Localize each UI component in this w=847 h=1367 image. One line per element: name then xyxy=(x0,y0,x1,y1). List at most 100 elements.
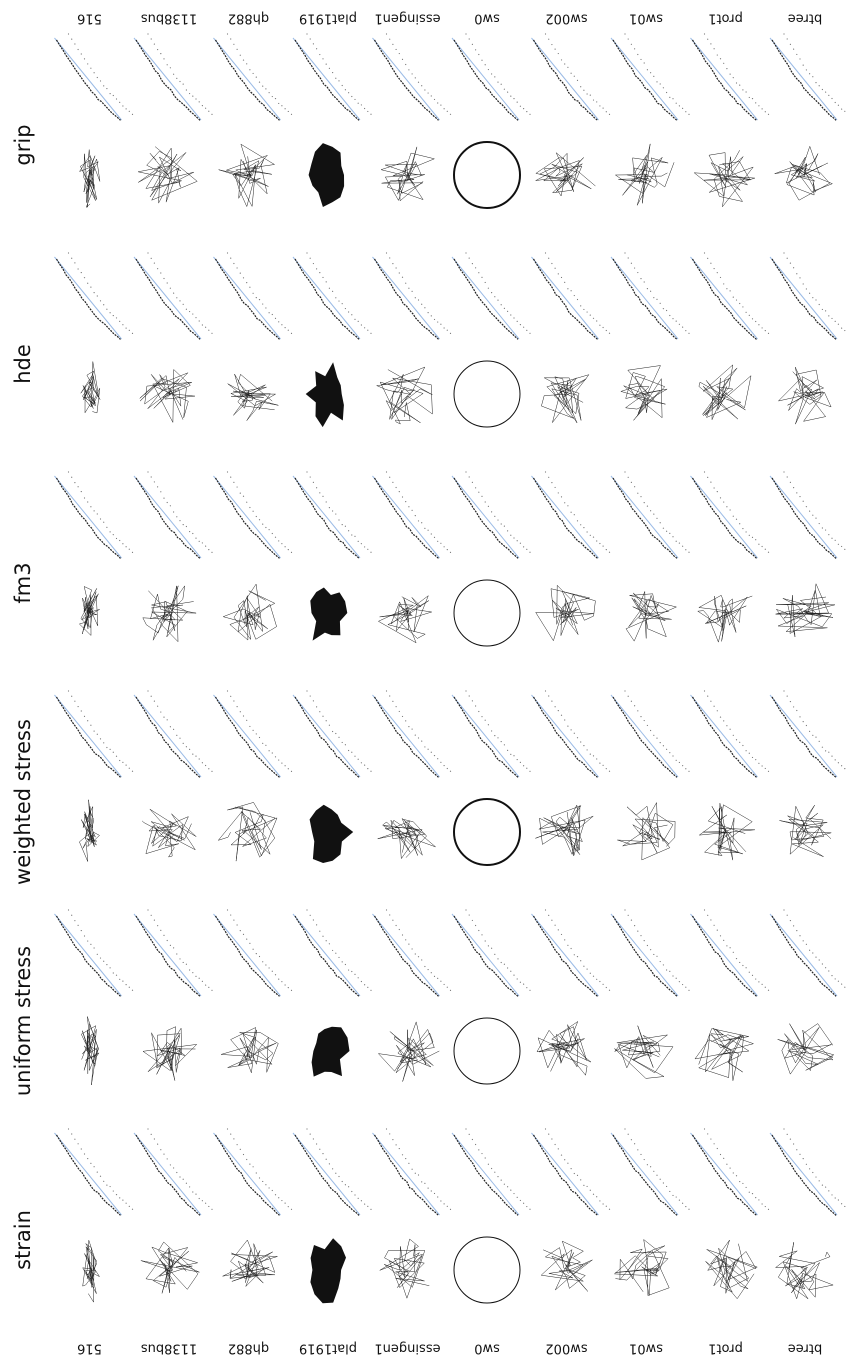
plot-dot xyxy=(497,81,498,82)
plot-dot xyxy=(485,1157,486,1158)
plot-dot xyxy=(656,738,657,739)
plot-dot xyxy=(192,972,193,973)
plot-dot xyxy=(676,760,677,761)
cell xyxy=(532,909,611,1075)
layout xyxy=(776,1242,834,1299)
plot-dot xyxy=(291,990,292,991)
plot-dot xyxy=(723,63,724,64)
plot-dot xyxy=(306,909,307,910)
plot-dot xyxy=(812,735,813,736)
plot-dot xyxy=(157,49,158,50)
plot-dot xyxy=(628,38,629,39)
plot-dot xyxy=(704,909,705,910)
plot-dot xyxy=(510,971,511,972)
plot-dot xyxy=(653,513,654,514)
plot-dot xyxy=(272,1190,273,1191)
plot-dot xyxy=(520,762,521,763)
plot-dot xyxy=(97,513,98,514)
plot-dot xyxy=(313,43,314,44)
plot-dot xyxy=(256,1172,257,1173)
layout xyxy=(140,370,195,423)
plot-dot xyxy=(707,39,708,40)
plot-dot xyxy=(259,519,260,520)
plot-dot xyxy=(806,288,807,289)
layout xyxy=(79,587,99,636)
plot-dot xyxy=(71,39,72,40)
plot-dot xyxy=(825,91,826,92)
plot-dot xyxy=(513,98,514,99)
plot-dot xyxy=(431,315,432,316)
layout xyxy=(228,374,279,421)
plot-dot xyxy=(634,48,635,49)
plot-dot xyxy=(799,496,800,497)
plot-dot xyxy=(450,771,451,772)
plot-dot xyxy=(199,758,200,759)
plot-dot xyxy=(81,930,82,931)
plot-dot xyxy=(444,1203,445,1204)
plot-dot xyxy=(567,288,568,289)
plot-dot xyxy=(338,957,339,958)
plot-dot xyxy=(577,299,578,300)
plot-dot xyxy=(338,80,339,81)
layout xyxy=(81,1017,99,1086)
plot-dot xyxy=(227,252,228,253)
reference-line xyxy=(55,914,122,996)
plot-dot xyxy=(707,258,708,259)
reference-line xyxy=(134,914,201,996)
plot-dot xyxy=(793,49,794,50)
plot-dot xyxy=(551,701,552,702)
plot-dot xyxy=(567,505,568,506)
plot-dot xyxy=(596,540,597,541)
plot-dot xyxy=(529,990,530,991)
plot-dot xyxy=(396,706,397,707)
plot-dot xyxy=(170,288,171,289)
plot-dot xyxy=(421,740,422,741)
plot-dot xyxy=(685,1206,686,1207)
plot-dot xyxy=(211,333,212,334)
plot-dot xyxy=(399,929,400,930)
plot-dot xyxy=(310,695,311,696)
plot-dot xyxy=(812,952,813,953)
plot-dot xyxy=(465,690,466,691)
plot-dot xyxy=(688,114,689,115)
plot-dot xyxy=(793,925,794,926)
reference-line xyxy=(373,1133,440,1215)
plot-dot xyxy=(555,487,556,488)
plot-dot xyxy=(285,984,286,985)
plot-dot xyxy=(577,520,578,521)
reference-line xyxy=(532,257,599,339)
plot-dot xyxy=(497,737,498,738)
plot-dot xyxy=(202,1200,203,1201)
reference-line xyxy=(691,695,758,777)
plot-dot xyxy=(110,1186,111,1187)
layout xyxy=(221,1028,278,1073)
plot-dot xyxy=(822,747,823,748)
plot-dot xyxy=(714,706,715,707)
plot-dot xyxy=(647,506,648,507)
plot-dot xyxy=(710,43,711,44)
cell xyxy=(691,471,770,642)
plot-dot xyxy=(122,1200,123,1201)
layout xyxy=(699,365,751,420)
plot-dot xyxy=(835,102,836,103)
plot-dot xyxy=(176,735,177,736)
plot-dot xyxy=(599,325,600,326)
plot-dot xyxy=(119,102,120,103)
plot-dot xyxy=(189,311,190,312)
plot-dot xyxy=(160,491,161,492)
plot-dot xyxy=(494,296,495,297)
plot-dot xyxy=(736,958,737,959)
plot-dot xyxy=(195,1194,196,1195)
plot-dot xyxy=(243,59,244,60)
plot-dot xyxy=(634,1143,635,1144)
cell xyxy=(214,471,293,640)
plot-dot xyxy=(507,750,508,751)
plot-dot xyxy=(278,321,279,322)
plot-dot xyxy=(424,528,425,529)
plot-dot xyxy=(472,700,473,701)
plot-dot xyxy=(752,975,753,976)
plot-dot xyxy=(103,522,104,523)
reference-line xyxy=(452,914,519,996)
plot-dot xyxy=(838,762,839,763)
plot-dot xyxy=(71,915,72,916)
